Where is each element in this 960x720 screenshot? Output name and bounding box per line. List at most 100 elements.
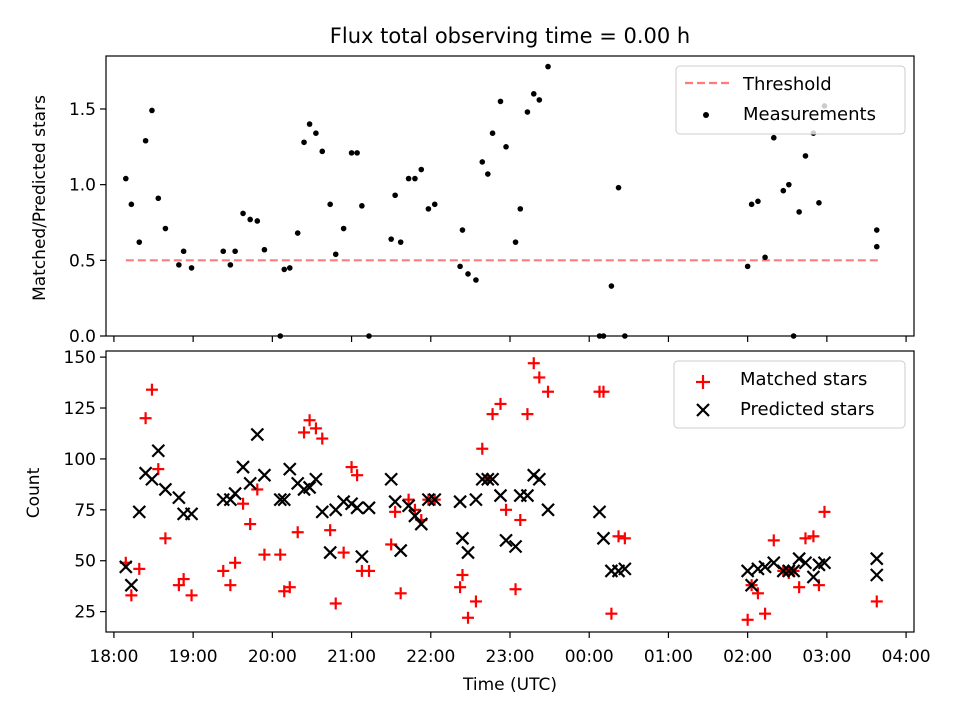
matched-star-point [509, 583, 522, 596]
predicted-star-point [350, 501, 364, 515]
measurement-point [142, 137, 149, 144]
bottom-xtick-label: 23:00 [486, 647, 535, 667]
matched-star-point [316, 432, 329, 445]
measurement-point [786, 181, 792, 188]
predicted-star-point [119, 560, 133, 574]
bottom-xtick-label: 20:00 [248, 647, 297, 667]
predicted-star-point [309, 472, 323, 487]
predicted-star-point [184, 507, 199, 521]
predicted-star-point [461, 545, 475, 560]
measurement-point [254, 218, 261, 224]
predicted-star-point [421, 492, 436, 507]
predicted-star-point [481, 472, 495, 487]
measurement-point [536, 97, 543, 103]
top-ytick-label: 1.0 [69, 176, 96, 196]
matched-star-point [533, 371, 546, 384]
matched-star-point [456, 568, 469, 581]
matched-star-point [303, 414, 316, 427]
top-panel: Flux total observing time = 0.00 h Match… [30, 24, 915, 347]
predicted-star-point [744, 578, 759, 592]
matched-star-point [224, 579, 237, 592]
measurement-point [188, 265, 195, 271]
matched-star-point [258, 548, 271, 561]
measurement-point [744, 263, 751, 270]
measurement-point [770, 134, 777, 141]
predicted-star-point [302, 480, 317, 495]
measurement-point [780, 187, 787, 194]
predicted-star-point [520, 488, 535, 503]
measurement-point [489, 130, 496, 136]
matched-star-point [605, 607, 618, 620]
measurement-point [301, 139, 307, 146]
measurement-point [332, 251, 339, 258]
predicted-star-point [475, 472, 490, 487]
predicted-star-point [758, 560, 772, 574]
predicted-star-point [592, 505, 607, 519]
measurement-point [313, 130, 319, 136]
predicted-star-point [427, 492, 442, 507]
matched-star-point [870, 595, 883, 608]
predicted-star-point [817, 555, 832, 570]
legend-measurements-swatch [703, 112, 709, 118]
matched-star-point [244, 518, 257, 531]
measurement-point [162, 225, 169, 232]
matched-star-point [462, 611, 475, 624]
bottom-ytick-label: 125 [64, 399, 96, 419]
measurement-point [240, 210, 246, 217]
measurement-point [873, 243, 880, 250]
predicted-star-point [228, 486, 242, 501]
matched-star-point [159, 532, 172, 545]
measurement-point [294, 230, 301, 236]
measurement-point [123, 175, 129, 182]
predicted-star-point [145, 472, 159, 487]
top-legend: Threshold Measurements [675, 65, 906, 135]
measurement-point [459, 227, 466, 233]
matched-star-point [514, 514, 527, 527]
bottom-xlabel: Time (UTC) [462, 675, 557, 695]
bottom-xtick-label: 00:00 [565, 647, 614, 667]
matched-star-point [152, 463, 165, 476]
measurement-point [485, 171, 491, 177]
measurement-point [286, 265, 293, 271]
top-legend-box [675, 65, 906, 135]
measurement-point [359, 203, 365, 209]
matched-star-point [469, 595, 482, 608]
legend-measurements-label: Measurements [743, 104, 876, 125]
bottom-xtick-label: 02:00 [723, 647, 772, 667]
predicted-star-point [782, 564, 796, 578]
predicted-star-point [485, 472, 500, 487]
matched-star-point [597, 385, 610, 398]
bottom-ytick-label: 75 [74, 501, 96, 521]
measurement-point [397, 239, 404, 245]
matched-star-point [237, 497, 250, 510]
matched-star-point [389, 505, 402, 518]
measurement-point [176, 262, 182, 268]
predicted-star-point [414, 517, 429, 531]
matched-star-point [521, 408, 534, 421]
matched-star-point [309, 422, 322, 435]
predicted-star-point [158, 482, 173, 497]
measurement-point [512, 239, 519, 245]
predicted-star-point [250, 427, 265, 442]
predicted-star-point [469, 492, 483, 507]
bottom-xtick-label: 01:00 [644, 647, 693, 667]
matched-star-point [618, 532, 631, 545]
matched-star-point [402, 493, 415, 506]
predicted-star-point [792, 551, 806, 566]
predicted-star-point [618, 562, 632, 576]
predicted-star-point [257, 468, 272, 482]
measurement-point [608, 283, 615, 289]
matched-star-point [139, 412, 152, 425]
measurement-point [802, 153, 809, 159]
matched-star-point [351, 469, 364, 482]
measurement-point [354, 150, 360, 156]
top-ylabel: Matched/Predicted stars [30, 95, 50, 301]
top-ytick-label: 1.5 [69, 100, 96, 120]
predicted-star-point [315, 505, 330, 519]
predicted-star-point [776, 564, 791, 578]
predicted-star-point [499, 533, 513, 548]
bottom-panel: Count Time (UTC) 25 50 75 100 125 150 18:00 19:… [24, 348, 931, 695]
chart-title: Flux total observing time = 0.00 h [330, 24, 690, 48]
measurement-point [545, 63, 551, 70]
matched-star-point [408, 503, 421, 516]
